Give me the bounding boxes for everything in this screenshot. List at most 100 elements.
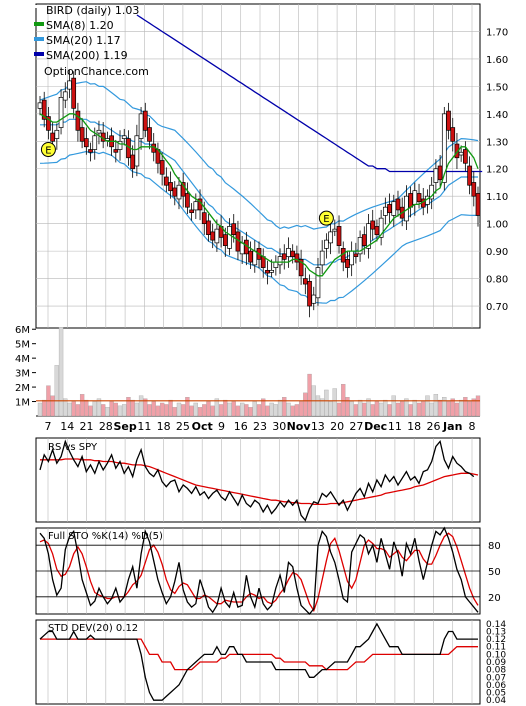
volume-panel: 6M 5M 4M 3M 2M 1M bbox=[15, 325, 481, 417]
candle-down bbox=[83, 138, 89, 148]
earnings-marker-label: E bbox=[45, 146, 51, 157]
volume-bar bbox=[164, 404, 169, 417]
volume-y-tick: 6M bbox=[15, 325, 30, 336]
volume-bar bbox=[383, 399, 388, 417]
candle-up bbox=[433, 168, 439, 183]
volume-bar bbox=[446, 401, 451, 417]
candle-down bbox=[180, 182, 186, 197]
candle-up bbox=[286, 248, 291, 257]
rs-average-line bbox=[40, 458, 479, 506]
volume-y-tick: 3M bbox=[15, 369, 30, 380]
candle-down bbox=[142, 110, 148, 131]
earnings-marker-icon bbox=[318, 210, 334, 226]
volume-bar bbox=[235, 405, 241, 417]
std-y-tick: 0.12 bbox=[486, 635, 506, 645]
volume-y-tick: 5M bbox=[15, 340, 30, 351]
legend-swatch-sma200 bbox=[34, 52, 44, 56]
date-tick-label: Nov bbox=[287, 420, 312, 433]
volume-bar bbox=[345, 397, 350, 417]
candle-down bbox=[298, 259, 304, 277]
volume-bar bbox=[71, 401, 76, 417]
volume-bar bbox=[277, 399, 283, 417]
volume-bar bbox=[387, 404, 392, 417]
stochastic-panel: 80 50 20 bbox=[35, 526, 501, 615]
candle-up bbox=[378, 217, 384, 238]
candle-up bbox=[458, 151, 464, 156]
volume-bar bbox=[412, 399, 417, 417]
volume-bar bbox=[117, 405, 123, 417]
legend: BIRD (daily) 1.03 SMA(8) 1.20 SMA(20) 1.… bbox=[34, 4, 149, 78]
candle-up bbox=[214, 228, 220, 244]
std-dev-line bbox=[39, 622, 478, 701]
candle-up bbox=[67, 80, 72, 90]
volume-bar bbox=[189, 405, 194, 417]
candle-down bbox=[281, 253, 287, 260]
volume-bar bbox=[113, 402, 118, 417]
std-y-tick: 0.06 bbox=[486, 681, 506, 691]
volume-bar bbox=[442, 397, 447, 417]
candle-down bbox=[374, 226, 380, 235]
candle-down bbox=[71, 77, 77, 109]
volume-bar bbox=[134, 402, 140, 417]
price-panel: 1.70 1.60 1.50 1.40 1.30 1.20 1.10 1.00 0.90 0.80… bbox=[35, 3, 508, 329]
volume-bar bbox=[130, 399, 135, 417]
candle-up bbox=[227, 226, 232, 249]
candle-up bbox=[311, 294, 317, 304]
candle-up bbox=[382, 206, 388, 216]
volume-bar bbox=[256, 404, 262, 417]
volume-bar bbox=[328, 401, 333, 417]
volume-y-tick: 2M bbox=[15, 383, 30, 394]
candle-up bbox=[349, 250, 355, 266]
volume-bar bbox=[303, 392, 308, 417]
candle-down bbox=[248, 250, 253, 263]
candle-up bbox=[315, 267, 321, 299]
price-y-tick: 1.20 bbox=[486, 165, 508, 176]
std-y-tick: 0.08 bbox=[486, 666, 506, 676]
std-y-tick: 0.13 bbox=[486, 627, 506, 637]
volume-bar bbox=[210, 405, 215, 417]
earnings-marker-label: E bbox=[323, 214, 329, 225]
volume-bar bbox=[332, 388, 337, 417]
date-tick-label: 7 bbox=[45, 420, 52, 433]
candle-up bbox=[269, 269, 274, 273]
volume-bar bbox=[357, 399, 363, 417]
volume-bar bbox=[79, 394, 85, 417]
volume-bar bbox=[454, 402, 460, 417]
volume-bar bbox=[298, 401, 304, 417]
volume-bar bbox=[37, 402, 43, 417]
volume-bar bbox=[231, 401, 236, 417]
volume-bar bbox=[294, 404, 300, 417]
candle-down bbox=[294, 253, 300, 263]
std-y-tick: 0.09 bbox=[486, 658, 506, 668]
date-tick-label: 20 bbox=[330, 420, 344, 433]
candle-down bbox=[113, 149, 119, 153]
sma8-line bbox=[39, 113, 479, 277]
candle-up bbox=[121, 135, 127, 139]
volume-bar bbox=[374, 401, 380, 417]
volume-bar bbox=[223, 399, 228, 417]
candle-down bbox=[163, 176, 169, 186]
candle-up bbox=[391, 201, 397, 216]
candle-down bbox=[450, 127, 456, 142]
volume-bar bbox=[84, 399, 89, 417]
volume-bar bbox=[421, 401, 426, 417]
date-tick-label: 11 bbox=[137, 420, 151, 433]
volume-bar bbox=[218, 404, 224, 417]
volume-bar bbox=[248, 407, 253, 417]
volume-bar bbox=[147, 404, 152, 417]
candle-down bbox=[408, 193, 413, 208]
volume-bar bbox=[286, 402, 291, 417]
date-tick-label: 28 bbox=[99, 420, 113, 433]
date-tick-label: 25 bbox=[176, 420, 190, 433]
volume-bar bbox=[395, 402, 401, 417]
date-tick-label: 13 bbox=[311, 420, 325, 433]
candle-down bbox=[185, 193, 190, 208]
candle-down bbox=[79, 127, 85, 142]
candle-up bbox=[277, 256, 283, 266]
price-plot-area bbox=[35, 3, 481, 329]
candle-down bbox=[210, 231, 216, 241]
price-y-tick: 0.70 bbox=[486, 302, 508, 313]
volume-bar bbox=[391, 395, 396, 417]
candle-down bbox=[336, 226, 342, 246]
